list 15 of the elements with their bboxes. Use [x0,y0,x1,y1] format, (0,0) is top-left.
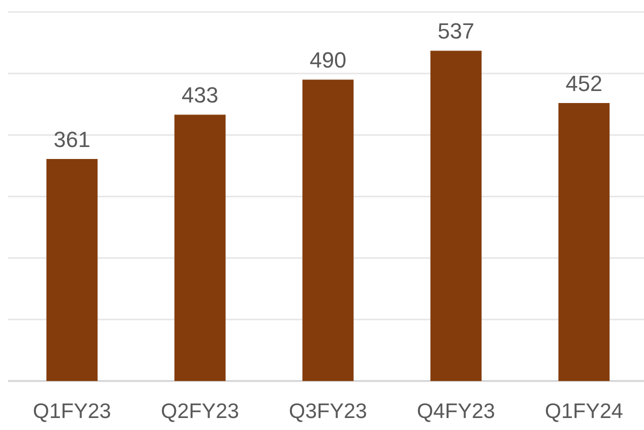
bar [302,80,354,381]
bar [558,103,610,381]
x-tick-label: Q2FY23 [160,400,240,423]
x-tick-label: Q3FY23 [288,400,368,423]
x-tick-label: Q1FY24 [544,400,624,423]
bar [430,50,482,381]
data-label: 452 [566,71,602,96]
bar [46,158,98,381]
x-tick-label: Q4FY23 [416,400,496,423]
data-label: 490 [310,48,346,73]
data-label: 537 [438,18,474,44]
data-label: 361 [54,126,90,152]
x-tick-label: Q1FY23 [32,400,112,423]
bar [174,114,226,381]
data-label: 433 [182,82,218,108]
